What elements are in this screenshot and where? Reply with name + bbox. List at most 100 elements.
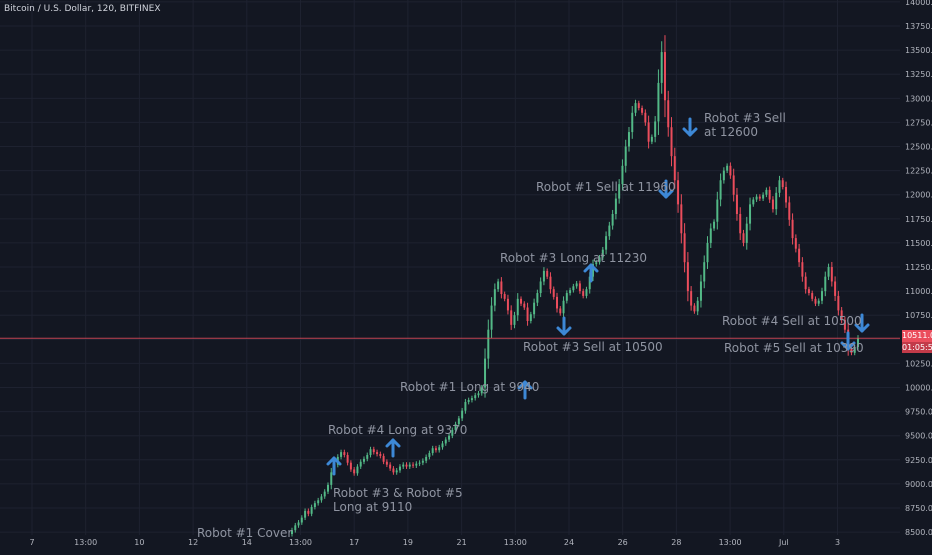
time-tick-label: 13:00: [504, 538, 527, 547]
candle-body: [464, 401, 467, 411]
candle-body: [778, 180, 781, 193]
candle-body: [434, 448, 437, 451]
candle-body: [510, 310, 513, 325]
time-tick-label: 17: [349, 538, 359, 547]
candle-body: [317, 500, 320, 504]
candle-body: [520, 298, 523, 304]
candle-body: [294, 525, 297, 531]
price-tick-label: 8500.0: [905, 528, 932, 537]
candle-body: [683, 233, 686, 263]
signal-arrows: [326, 117, 870, 476]
candle-body: [539, 281, 542, 294]
candle-body: [346, 454, 349, 463]
candle-body: [326, 484, 329, 492]
candle-body: [438, 447, 441, 451]
time-tick-label: 7: [29, 538, 34, 547]
price-tick-label: 12750.0: [905, 118, 932, 127]
candle-body: [444, 439, 447, 444]
candle-body: [637, 103, 640, 108]
price-tick-label: 11250.0: [905, 263, 932, 272]
price-tick-label: 13750.0: [905, 22, 932, 31]
candle-body: [291, 530, 293, 535]
candle-body: [562, 300, 565, 314]
arrow-up-icon: [583, 263, 599, 283]
time-tick-label: 13:00: [719, 538, 742, 547]
candle-body: [503, 294, 506, 299]
candle-body: [644, 112, 647, 123]
price-axis: 8500.0 8750.0 9000.0 9250.0 9500.0 9750.0 1000…: [905, 0, 932, 537]
candle-body: [686, 262, 689, 292]
price-tick-label: 13500.0: [905, 46, 932, 55]
candle-body: [713, 221, 716, 229]
time-tick-label: 10: [134, 538, 144, 547]
bar-countdown-badge: 01:05:59: [902, 342, 932, 353]
price-tick-label: 11000.0: [905, 287, 932, 296]
candle-body: [785, 187, 788, 203]
arrow-up-icon: [385, 438, 401, 458]
candle-body: [749, 204, 752, 224]
annotation-robot3-robot5-long: Robot #3 & Robot #5 Long at 9110: [333, 486, 463, 514]
candle-body: [516, 298, 519, 316]
candle-body: [552, 289, 555, 297]
candle-body: [415, 463, 418, 466]
candle-body: [487, 329, 490, 359]
candle-body: [585, 289, 588, 296]
annotation-robot3-sell-10500: Robot #3 Sell at 10500: [523, 340, 663, 354]
candle-body: [634, 103, 637, 113]
annotation-robot4-long: Robot #4 Long at 9370: [328, 423, 468, 437]
candle-body: [372, 449, 375, 453]
candle-body: [356, 466, 359, 474]
arrow-down-icon: [854, 313, 870, 333]
candle-body: [850, 348, 853, 353]
arrow-down-icon: [840, 331, 856, 351]
candle-body: [542, 270, 545, 282]
time-tick-label: 28: [671, 538, 681, 547]
candle-body: [506, 298, 509, 311]
candle-body: [395, 470, 398, 473]
candle-body: [323, 491, 326, 497]
candle-body: [709, 228, 712, 243]
candle-body: [470, 398, 473, 401]
candle-body: [330, 472, 333, 485]
candle-body: [310, 507, 313, 514]
candle-body: [441, 443, 444, 448]
candle-body: [569, 290, 572, 294]
candle-body: [811, 293, 814, 299]
candle-body: [814, 298, 817, 304]
candle-body: [431, 448, 434, 454]
candle-body: [663, 52, 666, 101]
candle-body: [353, 469, 356, 474]
candle-body: [500, 281, 503, 295]
candle-body: [758, 196, 761, 199]
candle-body: [484, 358, 487, 388]
arrow-down-icon: [556, 316, 572, 336]
candle-body: [467, 400, 470, 402]
candle-body: [369, 449, 372, 455]
candle-body: [477, 393, 480, 396]
candle-body: [454, 424, 457, 430]
candle-body: [771, 199, 774, 210]
candle-body: [300, 517, 303, 523]
candle-body: [366, 454, 369, 459]
candle-body: [313, 503, 316, 508]
candle-body: [624, 146, 627, 166]
candle-body: [837, 295, 840, 311]
symbol-title: Bitcoin / U.S. Dollar, 120, BITFINEX: [4, 4, 161, 14]
candle-body: [794, 238, 797, 249]
candle-body: [857, 338, 859, 348]
candle-body: [608, 225, 611, 237]
price-tick-label: 13250.0: [905, 70, 932, 79]
candle-body: [575, 283, 578, 287]
candle-body: [817, 300, 820, 304]
candle-body: [601, 249, 604, 258]
price-tick-label: 10000.0: [905, 384, 932, 393]
candle-body: [421, 460, 424, 463]
candle-body: [565, 293, 568, 301]
candle-body: [650, 136, 653, 142]
candle-body: [781, 180, 784, 188]
candle-body: [343, 452, 346, 455]
candle-body: [719, 180, 722, 200]
candle-body: [392, 468, 395, 473]
